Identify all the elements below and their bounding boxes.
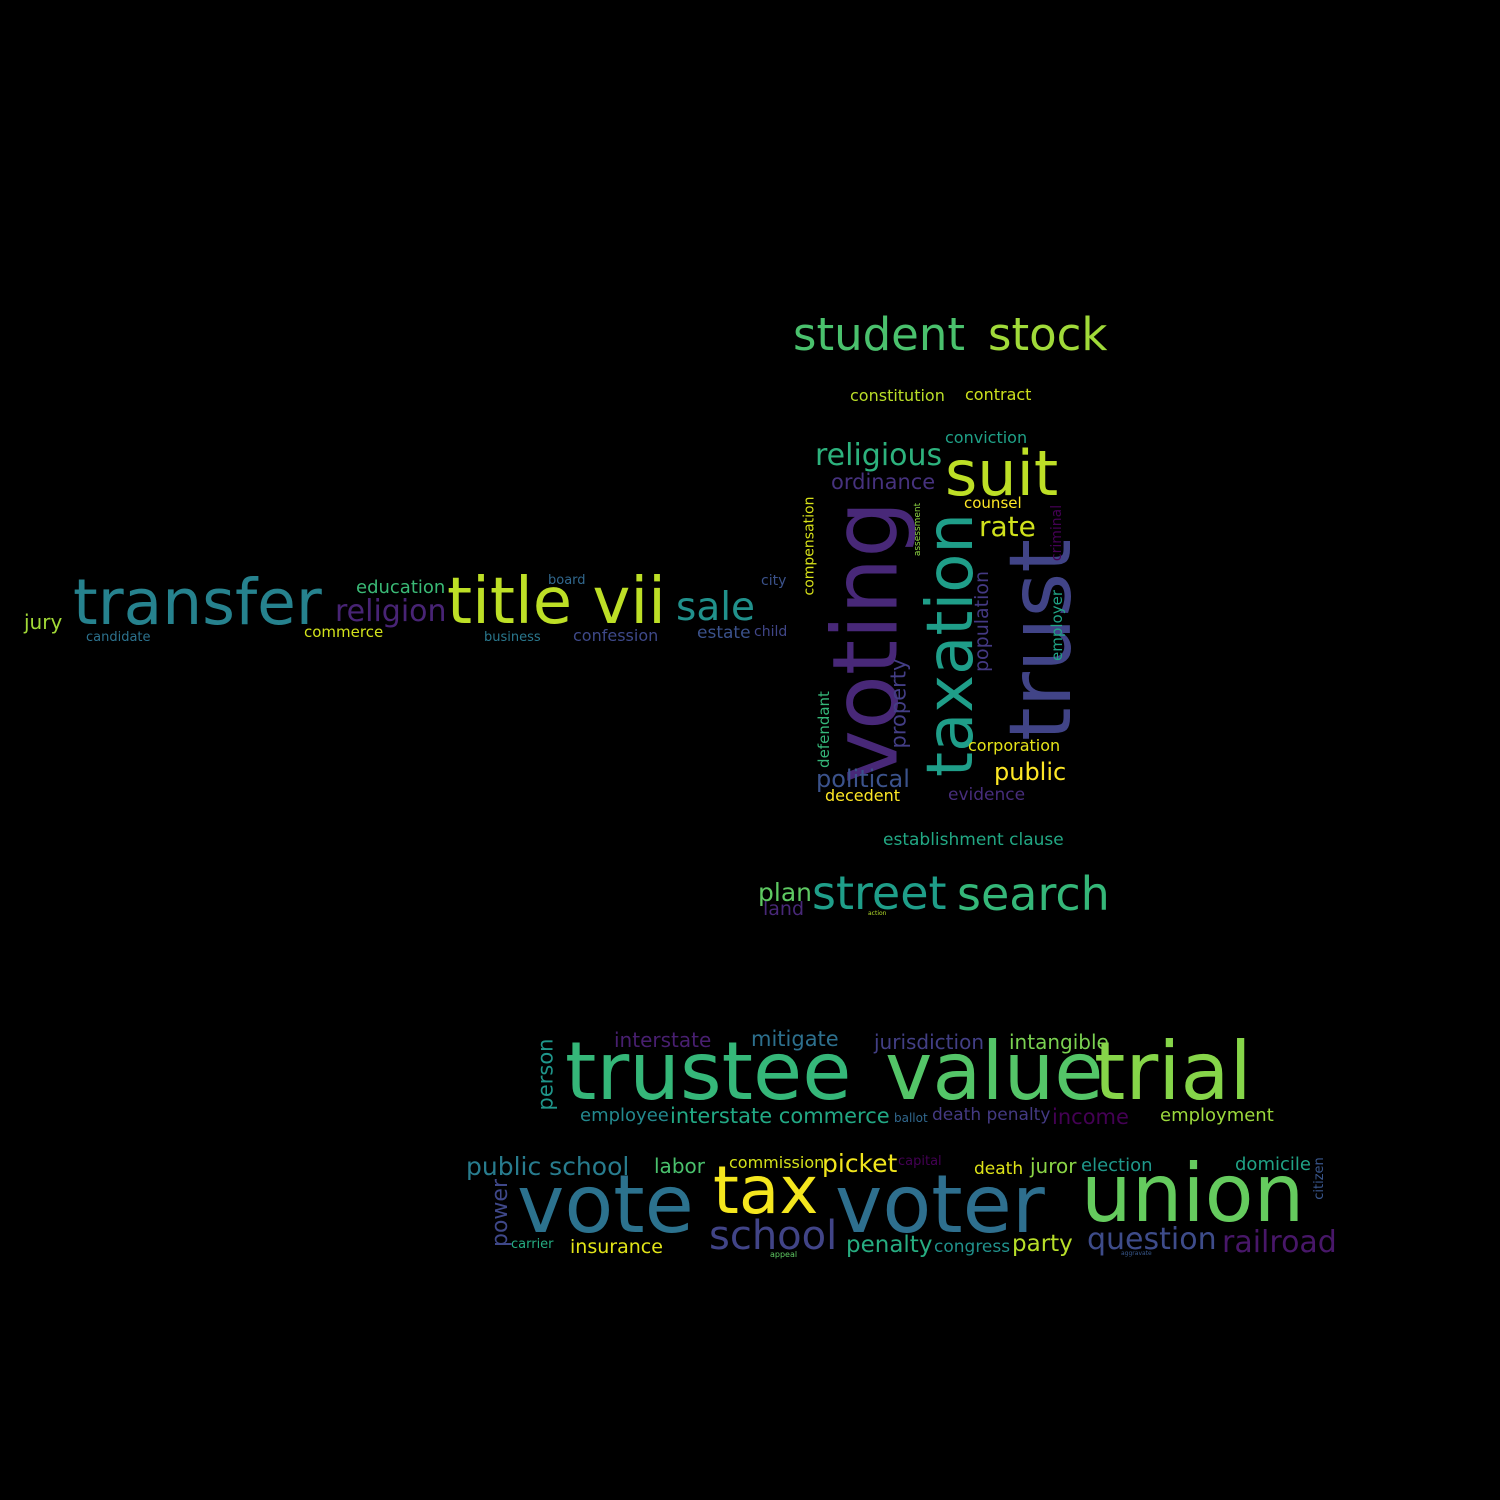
word-public-school: public school [466, 1152, 630, 1181]
word-interstate-commerce: interstate commerce [670, 1104, 890, 1128]
word-decedent: decedent [825, 786, 901, 805]
word-insurance: insurance [570, 1236, 663, 1258]
word-jury: jury [24, 610, 63, 634]
word-carrier: carrier [511, 1237, 554, 1252]
word-contract: contract [965, 385, 1032, 404]
word-election: election [1081, 1155, 1153, 1176]
word-value: value [885, 1025, 1104, 1118]
word-tax: tax [713, 1152, 819, 1229]
word-evidence: evidence [948, 785, 1026, 805]
word-rate: rate [979, 510, 1036, 543]
word-street: street [812, 866, 947, 920]
word-board: board [548, 573, 586, 588]
word-estate: estate [697, 623, 751, 643]
word-vote: vote [517, 1158, 694, 1251]
word-commerce: commerce [304, 623, 384, 641]
word-confession: confession [573, 626, 659, 645]
word-voter: voter [835, 1158, 1045, 1251]
word-child: child [754, 624, 788, 640]
word-suit: suit [945, 437, 1059, 510]
word-interstate: interstate [614, 1028, 712, 1052]
word-penalty: penalty [846, 1232, 933, 1258]
word-jurisdiction: jurisdiction [874, 1030, 984, 1054]
word-mitigate: mitigate [751, 1027, 839, 1051]
word-employer: employer [1047, 590, 1066, 661]
word-stock: stock [988, 308, 1108, 361]
word-labor: labor [654, 1154, 705, 1178]
word-business: business [484, 630, 541, 645]
word-party: party [1012, 1231, 1073, 1257]
word-school: school [709, 1213, 838, 1259]
word-sale: sale [676, 585, 756, 630]
word-trustee: trustee [565, 1025, 852, 1118]
word-picket: picket [822, 1149, 898, 1178]
word-political: political [816, 765, 910, 793]
word-action: action [868, 910, 887, 917]
word-transfer: transfer [73, 566, 322, 639]
word-juror: juror [1030, 1154, 1077, 1178]
word-student: student [793, 308, 966, 361]
word-congress: congress [934, 1237, 1011, 1257]
word-domicile: domicile [1235, 1154, 1311, 1175]
word-conviction: conviction [945, 428, 1028, 447]
word-defendant: defendant [814, 691, 833, 768]
word-union: union [1081, 1147, 1305, 1240]
word-appeal: appeal [770, 1250, 798, 1259]
word-land: land [763, 898, 805, 920]
word-ballot: ballot [894, 1111, 928, 1125]
word-religious: religious [815, 438, 943, 473]
word-search: search [957, 867, 1110, 921]
word-education: education [356, 577, 446, 598]
word-commission: commission [729, 1153, 825, 1172]
word-employee: employee [580, 1105, 669, 1126]
word-railroad: railroad [1222, 1225, 1337, 1260]
word-constitution: constitution [850, 386, 945, 405]
word-trial: trial [1094, 1025, 1252, 1118]
word-criminal: criminal [1049, 504, 1066, 562]
word-plan: plan [758, 878, 812, 907]
word-religion: religion [335, 594, 447, 629]
word-city: city [761, 573, 787, 589]
word-trust: trust [991, 538, 1092, 742]
word-death-penalty: death penalty [932, 1105, 1051, 1125]
word-citizen: citizen [1311, 1157, 1327, 1200]
word-ordinance: ordinance [831, 470, 936, 494]
word-public: public [994, 758, 1067, 786]
word-death: death [974, 1159, 1024, 1179]
word-question: question [1087, 1222, 1217, 1257]
word-counsel: counsel [964, 494, 1022, 512]
word-power: power [488, 1179, 513, 1247]
word-property: property [886, 658, 911, 749]
word-employment: employment [1160, 1105, 1274, 1126]
word-intangible: intangible [1009, 1030, 1109, 1054]
word-establishment-clause: establishment clause [883, 830, 1064, 850]
word-title-vii: title vii [447, 565, 666, 639]
word-income: income [1052, 1105, 1129, 1129]
word-population: population [971, 570, 994, 673]
word-corporation: corporation [968, 736, 1061, 755]
word-person: person [533, 1038, 558, 1111]
word-candidate: candidate [86, 630, 151, 645]
word-aggravate: aggravate [1121, 1250, 1152, 1257]
word-capital: capital [898, 1154, 942, 1169]
